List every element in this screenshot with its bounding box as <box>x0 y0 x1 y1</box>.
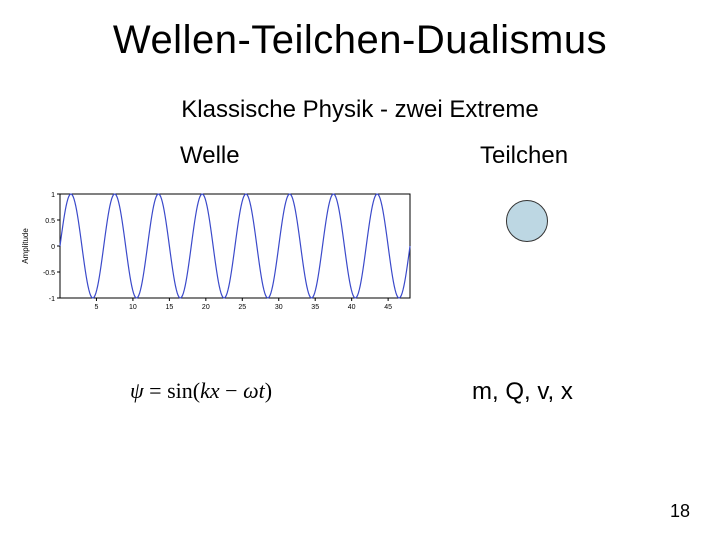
svg-text:Amplitude: Amplitude <box>21 228 30 264</box>
svg-text:-1: -1 <box>49 296 55 303</box>
eq-kx: kx <box>200 378 220 403</box>
svg-text:25: 25 <box>238 304 246 311</box>
eq-psi: ψ <box>130 378 144 403</box>
svg-text:5: 5 <box>95 304 99 311</box>
slide: Wellen-Teilchen-Dualismus Klassische Phy… <box>0 0 720 540</box>
particle-properties: m, Q, v, x <box>472 378 573 406</box>
wave-equation: ψ = sin(kx − ωt) <box>130 378 272 404</box>
wave-column-label: Welle <box>180 142 240 170</box>
svg-text:45: 45 <box>384 304 392 311</box>
page-title: Wellen-Teilchen-Dualismus <box>0 18 720 63</box>
page-number: 18 <box>670 501 690 522</box>
eq-sin: sin <box>167 378 193 403</box>
eq-equals: = <box>149 378 161 403</box>
svg-text:15: 15 <box>165 304 173 311</box>
eq-rparen: ) <box>265 378 272 403</box>
svg-text:1: 1 <box>51 192 55 199</box>
svg-text:40: 40 <box>348 304 356 311</box>
wave-plot: -1-0.500.5151015202530354045Amplitude <box>18 186 418 316</box>
eq-lparen: ( <box>193 378 200 403</box>
subtitle: Klassische Physik - zwei Extreme <box>0 96 720 124</box>
svg-text:35: 35 <box>311 304 319 311</box>
svg-text:30: 30 <box>275 304 283 311</box>
eq-wt: ωt <box>243 378 265 403</box>
svg-text:10: 10 <box>129 304 137 311</box>
eq-minus: − <box>225 378 237 403</box>
particle-circle <box>506 200 548 242</box>
particle-column-label: Teilchen <box>480 142 568 170</box>
svg-text:0.5: 0.5 <box>45 218 55 225</box>
svg-text:-0.5: -0.5 <box>43 270 55 277</box>
svg-text:0: 0 <box>51 244 55 251</box>
svg-text:20: 20 <box>202 304 210 311</box>
